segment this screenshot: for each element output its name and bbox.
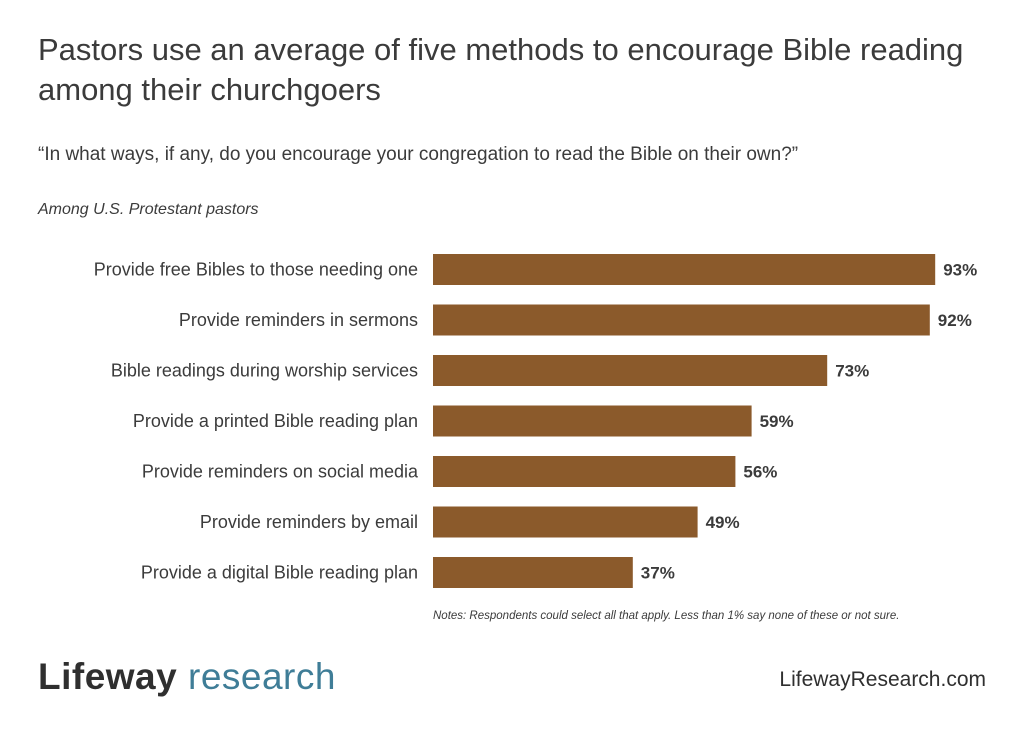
value-label: 49% bbox=[706, 513, 740, 532]
category-label: Provide free Bibles to those needing one bbox=[94, 260, 418, 280]
bar bbox=[433, 456, 736, 487]
bar bbox=[433, 557, 633, 588]
bar bbox=[433, 304, 930, 336]
category-label: Provide reminders on social media bbox=[142, 462, 419, 482]
logo-word-research: research bbox=[188, 656, 336, 697]
bar bbox=[433, 506, 698, 538]
website-url: LifewayResearch.com bbox=[779, 668, 986, 691]
survey-question: “In what ways, if any, do you encourage … bbox=[38, 144, 799, 165]
value-label: 93% bbox=[943, 261, 977, 280]
value-label: 37% bbox=[641, 564, 675, 583]
category-label: Provide a printed Bible reading plan bbox=[133, 411, 418, 431]
bar bbox=[433, 405, 752, 437]
bar bbox=[433, 355, 828, 386]
category-label: Bible readings during worship services bbox=[111, 361, 418, 381]
category-label: Provide reminders in sermons bbox=[179, 310, 418, 330]
category-label: Provide reminders by email bbox=[200, 512, 418, 532]
value-label: 92% bbox=[938, 311, 972, 330]
population-note: Among U.S. Protestant pastors bbox=[38, 201, 259, 218]
chart-title: Pastors use an average of five methods t… bbox=[38, 32, 964, 107]
lifeway-research-logo: Lifeway research bbox=[38, 655, 336, 699]
value-label: 56% bbox=[743, 463, 777, 482]
value-label: 59% bbox=[760, 412, 794, 431]
bar bbox=[433, 254, 936, 285]
footnote: Notes: Respondents could select all that… bbox=[433, 610, 900, 622]
logo-word-lifeway: Lifeway bbox=[38, 656, 178, 697]
bar-chart: Provide free Bibles to those needing one… bbox=[94, 254, 977, 588]
value-label: 73% bbox=[835, 362, 869, 381]
category-label: Provide a digital Bible reading plan bbox=[141, 563, 418, 583]
